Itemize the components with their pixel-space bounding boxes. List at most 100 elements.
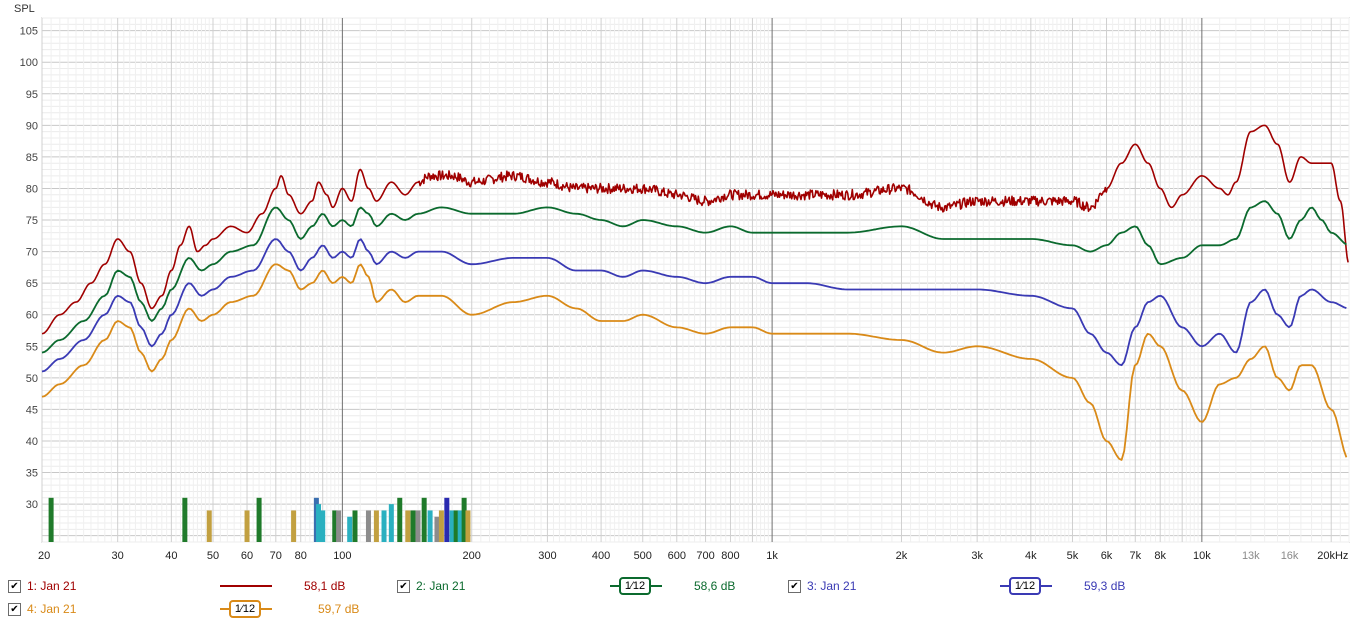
peak-marker (381, 510, 387, 542)
series-3-name: 3: Jan 21 (807, 579, 857, 593)
x-tick-label: 30 (112, 550, 124, 562)
peak-marker (244, 510, 250, 542)
x-tick-label: 40 (165, 550, 177, 562)
x-tick-label: 13k (1242, 550, 1260, 562)
x-tick-label: 6k (1101, 550, 1113, 562)
peak-marker (291, 510, 297, 542)
series-line-1 (41, 124, 1349, 335)
series-3-checkbox[interactable]: ✔ (788, 579, 801, 593)
series-1-level: 58,1 dB (304, 579, 346, 593)
x-tick-label: 300 (538, 550, 556, 562)
y-tick-label: 95 (26, 89, 38, 101)
peak-marker (397, 497, 403, 542)
y-tick-label: 30 (26, 499, 38, 511)
y-tick-label: 90 (26, 120, 38, 132)
series-lines (41, 124, 1349, 461)
x-tick-label: 20kHz (1317, 550, 1348, 562)
peak-marker (347, 516, 353, 542)
x-tick-label: 3k (971, 550, 983, 562)
series-line-2 (41, 200, 1347, 354)
peak-marker (434, 516, 440, 542)
y-tick-label: 45 (26, 404, 38, 416)
frequency-response-chart: 105 100 95 90 85 80 75 70 65 60 55 50 45 40 35 30 20 30 4… (14, 3, 1350, 562)
peak-marker (316, 504, 322, 542)
peak-marker (320, 510, 326, 542)
series-3-level: 59,3 dB (1084, 579, 1126, 593)
x-tick-label: 50 (207, 550, 219, 562)
plot-area (41, 17, 1350, 543)
series-2-level: 58,6 dB (694, 579, 736, 593)
legend-row-2: ✔ 4: Jan 21 1⁄12 59,7 dB (0, 598, 1369, 620)
x-tick-label: 80 (295, 550, 307, 562)
legend-item-4[interactable]: ✔ 4: Jan 21 (8, 598, 76, 620)
x-tick-label: 700 (696, 550, 714, 562)
peak-marker (427, 510, 433, 542)
x-tick-label: 5k (1067, 550, 1079, 562)
peak-marker (332, 510, 338, 542)
series-3-smoothing[interactable]: 1⁄12 (1009, 577, 1041, 595)
y-axis-label: SPL (14, 3, 35, 15)
peak-marker (373, 510, 379, 542)
peak-marker (405, 510, 411, 542)
series-1-checkbox[interactable]: ✔ (8, 579, 21, 593)
legend-item-3[interactable]: ✔ 3: Jan 21 (788, 575, 856, 597)
x-tick-label: 400 (592, 550, 610, 562)
x-tick-label: 2k (896, 550, 908, 562)
x-tick-label: 500 (634, 550, 652, 562)
peak-marker (410, 510, 416, 542)
y-tick-label: 70 (26, 247, 38, 259)
series-4-level: 59,7 dB (318, 602, 360, 616)
x-tick-label: 4k (1025, 550, 1037, 562)
peak-marker (421, 497, 427, 542)
x-tick-label: 7k (1129, 550, 1141, 562)
y-tick-label: 35 (26, 468, 38, 480)
peak-markers (48, 497, 471, 542)
y-tick-label: 40 (26, 436, 38, 448)
x-tick-label: 60 (241, 550, 253, 562)
x-axis: 20 30 40 50 60 70 80 100 200 300 400 500 600 700 800 1k… (38, 550, 1348, 562)
y-tick-label: 50 (26, 373, 38, 385)
peak-marker (461, 497, 467, 542)
peak-marker (336, 510, 342, 542)
peak-marker (365, 510, 371, 542)
y-tick-label: 75 (26, 215, 38, 227)
x-tick-label: 600 (668, 550, 686, 562)
x-tick-label: 10k (1193, 550, 1211, 562)
series-4-checkbox[interactable]: ✔ (8, 602, 21, 616)
x-tick-label: 100 (333, 550, 351, 562)
peak-marker (182, 497, 188, 542)
peak-marker (352, 510, 358, 542)
x-tick-label: 800 (721, 550, 739, 562)
peak-marker (453, 510, 459, 542)
x-tick-label: 1k (766, 550, 778, 562)
y-axis: 105 100 95 90 85 80 75 70 65 60 55 50 45 40 35 30 (20, 26, 38, 511)
y-tick-label: 100 (20, 57, 38, 69)
y-tick-label: 65 (26, 278, 38, 290)
x-tick-label: 70 (270, 550, 282, 562)
legend-item-1[interactable]: ✔ 1: Jan 21 (8, 575, 76, 597)
series-2-name: 2: Jan 21 (416, 579, 466, 593)
peak-marker (206, 510, 212, 542)
series-4-name: 4: Jan 21 (27, 602, 77, 616)
series-2-checkbox[interactable]: ✔ (397, 579, 410, 593)
peak-marker (438, 510, 444, 542)
x-tick-label: 20 (38, 550, 50, 562)
series-line-4 (41, 263, 1348, 461)
series-1-swatch (220, 585, 272, 587)
series-line-3 (41, 238, 1347, 373)
series-2-smoothing[interactable]: 1⁄12 (619, 577, 651, 595)
peak-marker (256, 497, 262, 542)
y-tick-label: 60 (26, 310, 38, 322)
x-tick-label: 200 (463, 550, 481, 562)
series-4-smoothing[interactable]: 1⁄12 (229, 600, 261, 618)
y-tick-label: 55 (26, 341, 38, 353)
y-tick-label: 85 (26, 152, 38, 164)
y-tick-label: 80 (26, 183, 38, 195)
grid (41, 17, 1350, 543)
peak-marker (444, 497, 450, 542)
peak-marker (48, 497, 54, 542)
x-tick-label: 8k (1154, 550, 1166, 562)
legend-row-1: ✔ 1: Jan 21 58,1 dB ✔ 2: Jan 21 1⁄12 58,… (0, 575, 1369, 597)
y-tick-label: 105 (20, 26, 38, 38)
legend-item-2[interactable]: ✔ 2: Jan 21 (397, 575, 465, 597)
